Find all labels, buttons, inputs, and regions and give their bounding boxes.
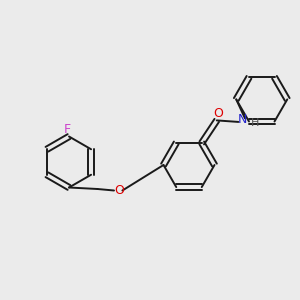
Text: O: O [213, 107, 223, 120]
Text: F: F [64, 122, 71, 136]
Text: H: H [251, 118, 259, 128]
Text: N: N [237, 113, 247, 126]
Text: O: O [115, 184, 124, 197]
